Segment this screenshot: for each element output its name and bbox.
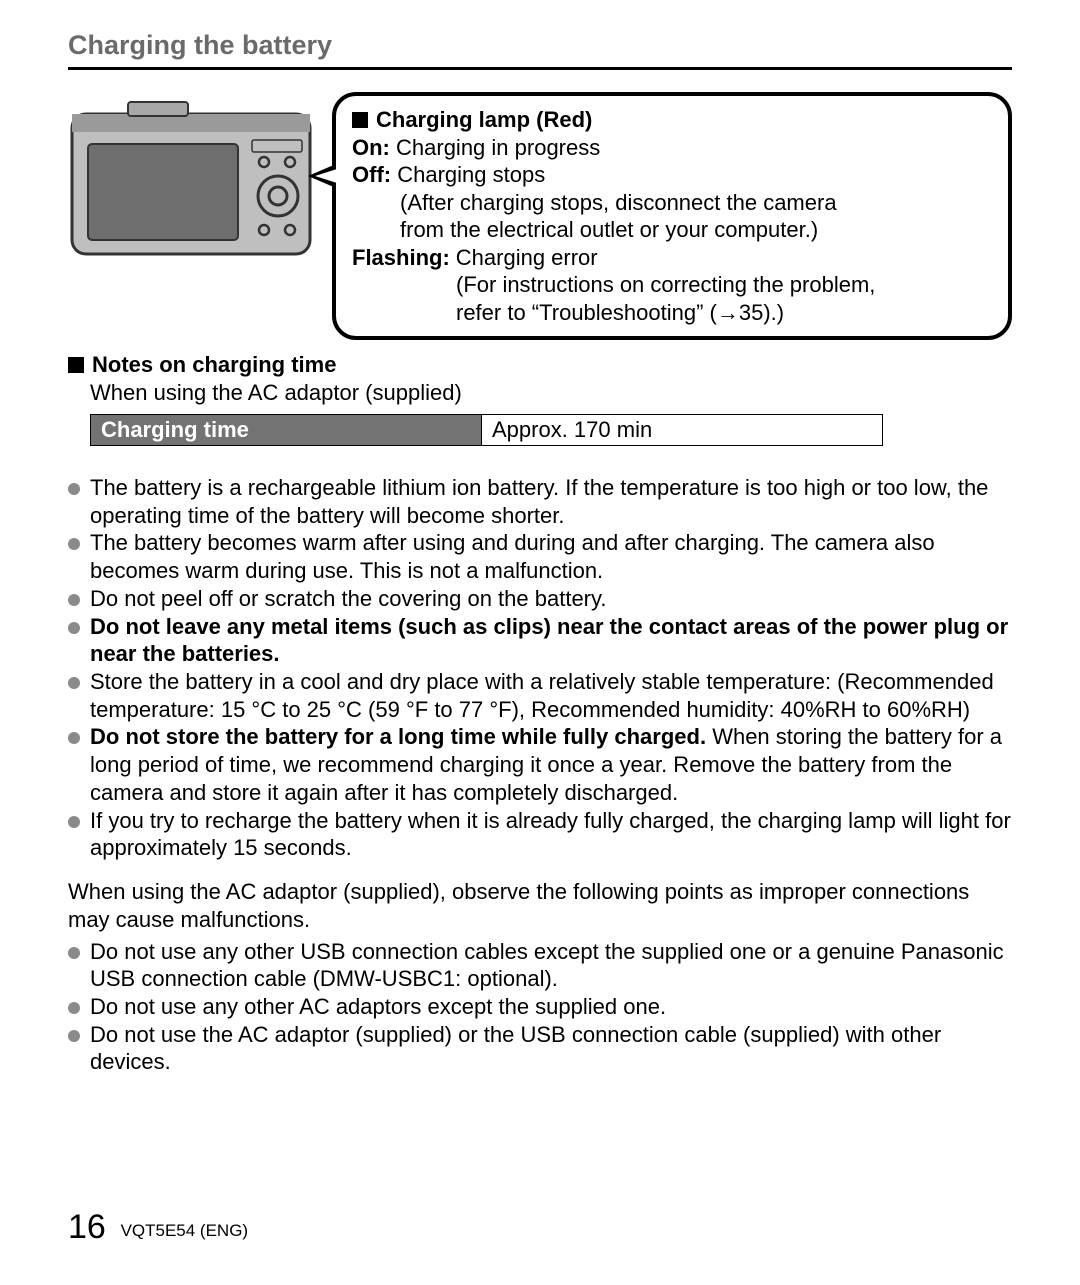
page-footer: 16 VQT5E54 (ENG) [68, 1208, 248, 1247]
square-bullet-icon [68, 357, 84, 373]
list-item: Do not use any other USB connection cabl… [68, 938, 1012, 993]
charging-lamp-callout: Charging lamp (Red) On: Charging in prog… [332, 92, 1012, 340]
doc-id: VQT5E54 (ENG) [121, 1221, 249, 1240]
notes-heading: Notes on charging time [68, 352, 1012, 378]
list-item: The battery becomes warm after using and… [68, 529, 1012, 584]
table-value: Approx. 170 min [482, 415, 883, 446]
callout-flashing: Flashing:Charging error [352, 244, 992, 272]
list-item: Store the battery in a cool and dry plac… [68, 668, 1012, 723]
callout-off-note2: from the electrical outlet or your compu… [352, 216, 992, 244]
charging-time-table: Charging time Approx. 170 min [90, 414, 883, 446]
callout-pointer [308, 164, 336, 188]
notes-list-1: The battery is a rechargeable lithium io… [68, 474, 1012, 862]
callout-flash-note1: (For instructions on correcting the prob… [352, 271, 992, 299]
list-item: Do not use any other AC adaptors except … [68, 993, 1012, 1021]
list-item: Do not store the battery for a long time… [68, 723, 1012, 806]
adaptor-paragraph: When using the AC adaptor (supplied), ob… [68, 878, 1012, 933]
camera-illustration [68, 92, 314, 270]
camera-svg [68, 100, 314, 265]
list-item: Do not leave any metal items (such as cl… [68, 613, 1012, 668]
list-item: Do not use the AC adaptor (supplied) or … [68, 1021, 1012, 1076]
callout-off: Off: Charging stops [352, 161, 992, 189]
callout-heading: Charging lamp (Red) [352, 106, 992, 134]
table-header: Charging time [91, 415, 482, 446]
list-item: The battery is a rechargeable lithium io… [68, 474, 1012, 529]
top-row: Charging lamp (Red) On: Charging in prog… [68, 92, 1012, 340]
page-number: 16 [68, 1208, 106, 1246]
callout-on: On: Charging in progress [352, 134, 992, 162]
section-heading: Charging the battery [68, 30, 1012, 61]
callout-off-note1: (After charging stops, disconnect the ca… [352, 189, 992, 217]
notes-sub: When using the AC adaptor (supplied) [90, 380, 1012, 406]
notes-list-2: Do not use any other USB connection cabl… [68, 938, 1012, 1077]
square-bullet-icon [352, 112, 368, 128]
heading-rule [68, 67, 1012, 70]
list-item: Do not peel off or scratch the covering … [68, 585, 1012, 613]
callout-flash-note2: refer to “Troubleshooting” (→35).) [352, 299, 992, 327]
list-item: If you try to recharge the battery when … [68, 807, 1012, 862]
